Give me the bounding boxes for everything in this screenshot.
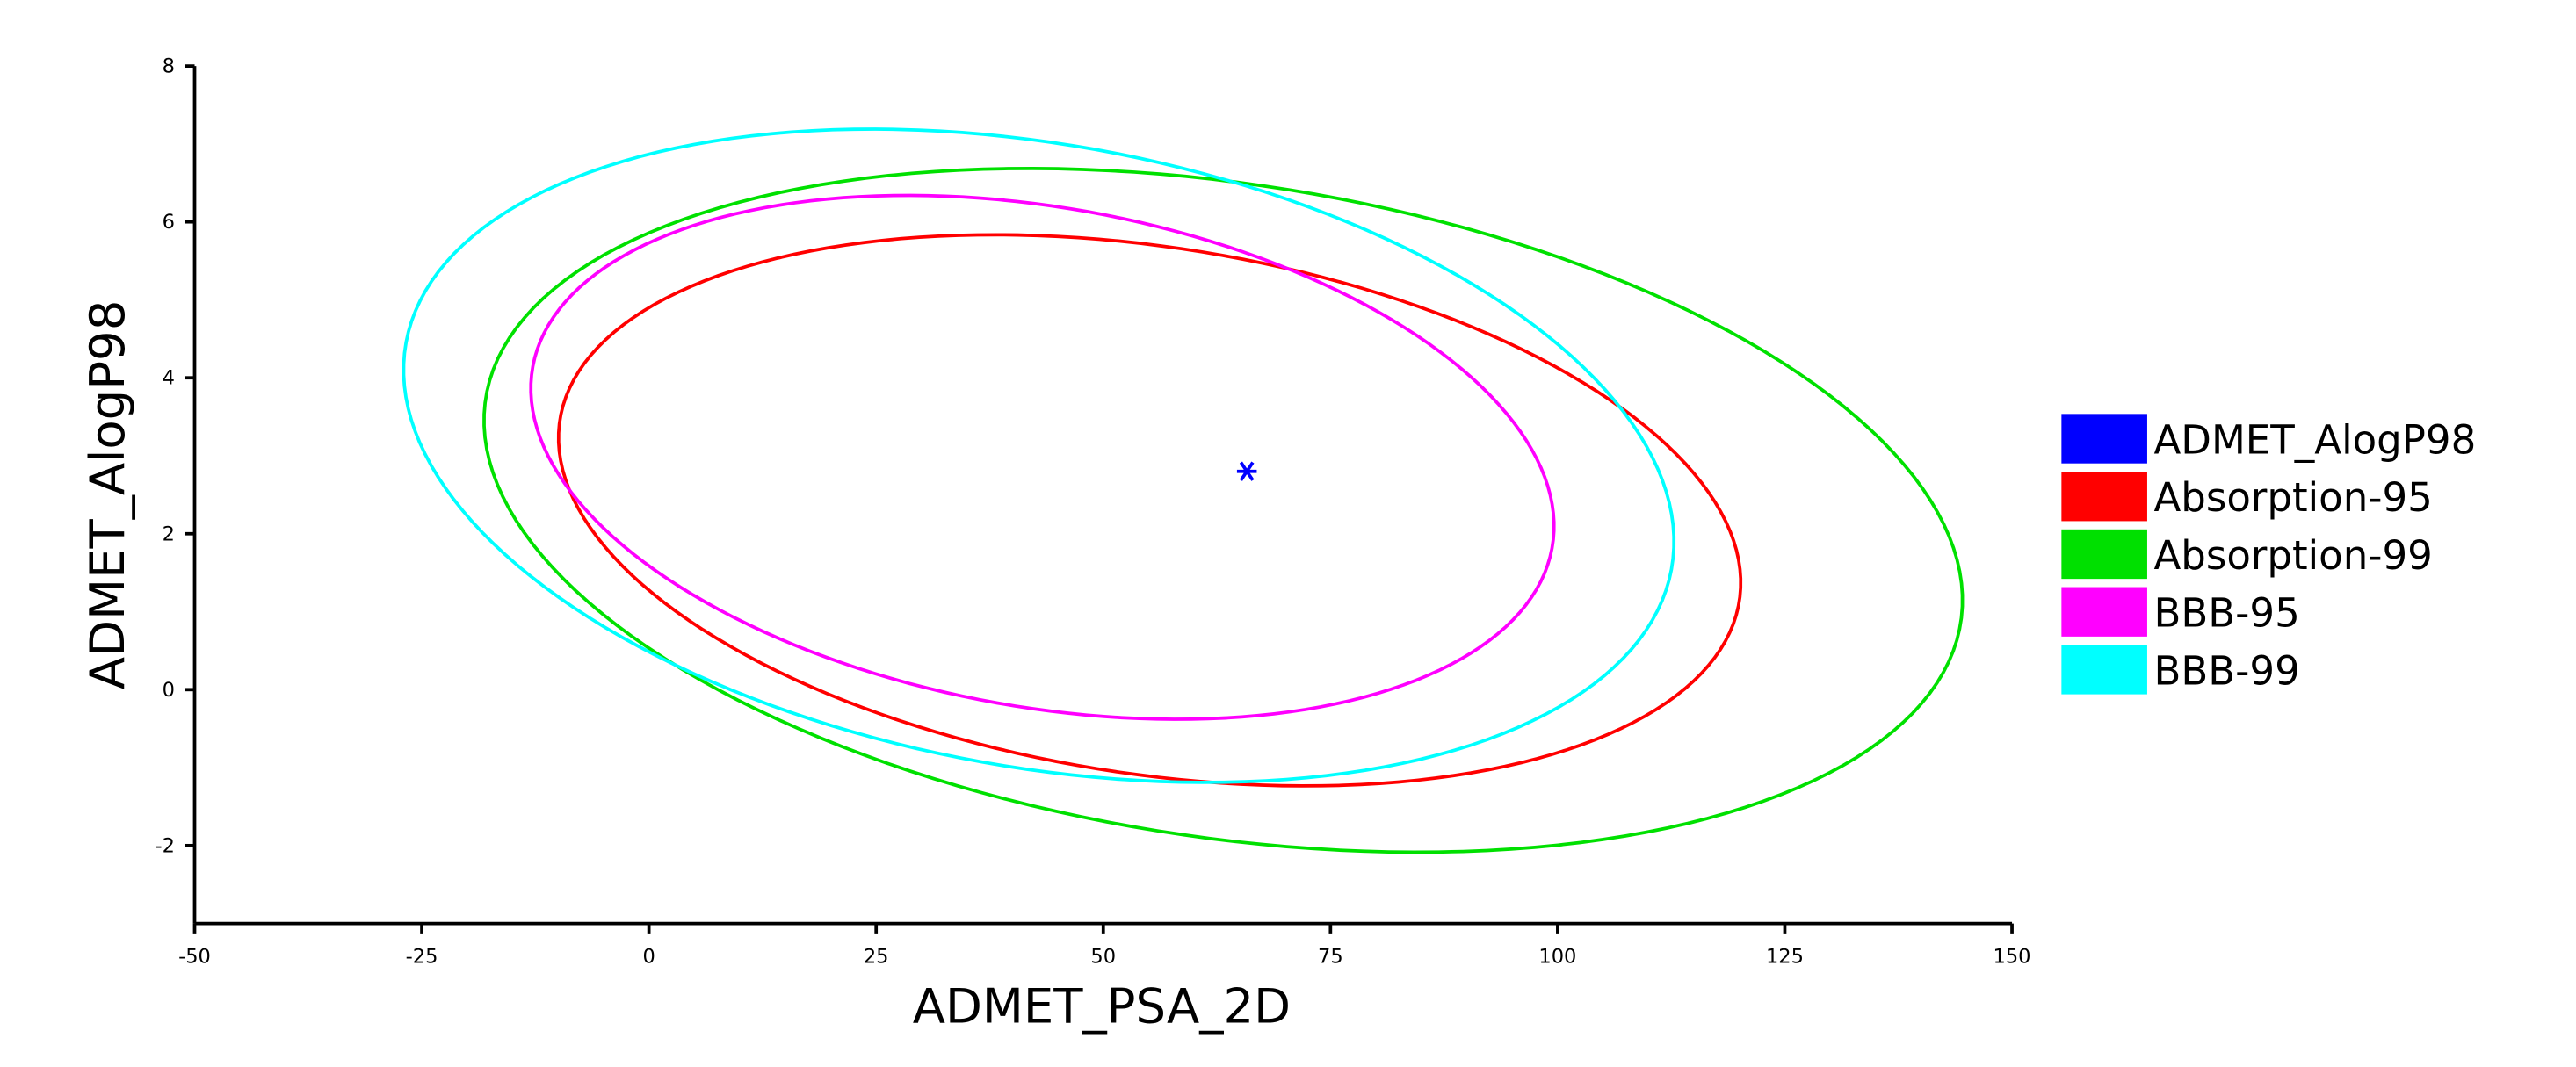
ellipse-bbb-99 bbox=[402, 127, 1676, 784]
x-axis-ticks: -50 -25 0 25 50 75 100 125 150 bbox=[178, 923, 2031, 969]
y-tick-label: -2 bbox=[156, 834, 175, 857]
y-tick-label: 0 bbox=[163, 679, 175, 702]
legend-swatch bbox=[2061, 645, 2147, 695]
legend-item: BBB-95 bbox=[2061, 587, 2300, 637]
ellipse-bbb-95 bbox=[529, 193, 1556, 721]
ellipse-absorption-99 bbox=[482, 166, 1965, 854]
legend-swatch bbox=[2061, 529, 2147, 580]
legend-label: ADMET_AlogP98 bbox=[2153, 416, 2476, 463]
legend-item: BBB-99 bbox=[2061, 645, 2300, 695]
x-tick-label: 150 bbox=[1994, 946, 2031, 969]
y-axis-ticks: -2 0 2 4 6 8 bbox=[156, 55, 195, 857]
x-tick-label: -25 bbox=[406, 946, 438, 969]
legend: ADMET_AlogP98 Absorption-95 Absorption-99 B… bbox=[2061, 414, 2476, 695]
y-tick-label: 8 bbox=[163, 55, 175, 78]
x-tick-label: 50 bbox=[1090, 946, 1116, 969]
x-axis-title: ADMET_PSA_2D bbox=[913, 977, 1291, 1034]
y-tick-label: 2 bbox=[163, 523, 175, 545]
legend-item: ADMET_AlogP98 bbox=[2061, 414, 2476, 464]
legend-label: Absorption-95 bbox=[2153, 474, 2432, 521]
y-axis-title: ADMET_AlogP98 bbox=[79, 300, 135, 689]
legend-swatch bbox=[2061, 414, 2147, 464]
x-tick-label: 125 bbox=[1766, 946, 1804, 969]
x-tick-label: 100 bbox=[1538, 946, 1576, 969]
legend-label: BBB-95 bbox=[2153, 590, 2299, 637]
x-tick-label: 75 bbox=[1318, 946, 1343, 969]
y-tick-label: 6 bbox=[163, 211, 175, 234]
y-tick-label: 4 bbox=[163, 367, 175, 390]
x-tick-label: -50 bbox=[178, 946, 211, 969]
axes bbox=[192, 66, 2013, 926]
legend-item: Absorption-99 bbox=[2061, 529, 2433, 580]
data-point-star bbox=[1236, 461, 1257, 481]
legend-label: BBB-99 bbox=[2153, 647, 2299, 694]
legend-item: Absorption-95 bbox=[2061, 472, 2433, 522]
x-tick-label: 25 bbox=[864, 946, 889, 969]
legend-label: Absorption-99 bbox=[2153, 532, 2432, 579]
legend-swatch bbox=[2061, 587, 2147, 637]
plot-area bbox=[402, 127, 1965, 854]
legend-swatch bbox=[2061, 472, 2147, 522]
x-tick-label: 0 bbox=[642, 946, 655, 969]
